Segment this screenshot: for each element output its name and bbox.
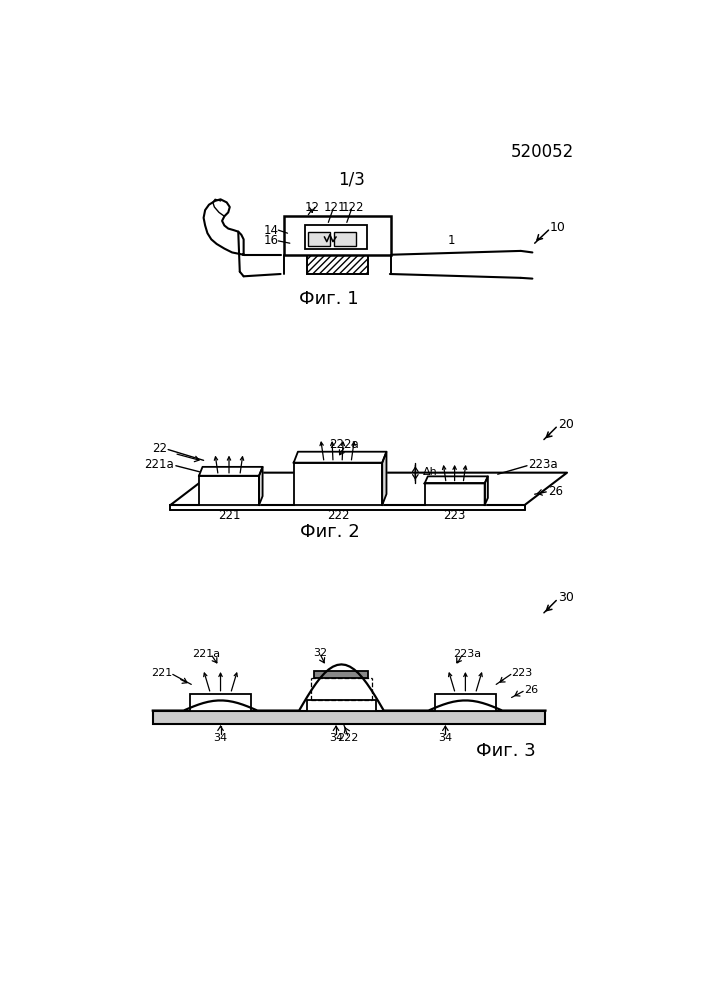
Text: 223a: 223a — [529, 458, 558, 471]
Bar — [434, 694, 496, 711]
Text: 26: 26 — [548, 485, 563, 498]
Bar — [190, 694, 252, 711]
Text: 16: 16 — [264, 234, 279, 247]
Polygon shape — [259, 467, 263, 505]
Text: 221a: 221a — [145, 458, 174, 471]
Bar — [307, 255, 368, 274]
Text: 223: 223 — [444, 509, 466, 522]
Text: 14: 14 — [264, 224, 279, 237]
Text: 32: 32 — [314, 648, 328, 658]
Text: Δh: Δh — [423, 467, 438, 477]
Text: 30: 30 — [557, 591, 574, 604]
Text: 520052: 520052 — [511, 143, 574, 161]
Text: 221: 221 — [150, 668, 172, 678]
Polygon shape — [425, 476, 488, 483]
Text: 1: 1 — [448, 234, 456, 247]
Text: 1/3: 1/3 — [338, 170, 365, 188]
Polygon shape — [382, 452, 387, 505]
Polygon shape — [171, 473, 567, 505]
Bar — [285, 216, 391, 255]
Bar — [314, 671, 368, 678]
Bar — [305, 225, 367, 249]
Text: 10: 10 — [550, 221, 566, 234]
Bar — [153, 711, 546, 724]
Text: 34: 34 — [329, 733, 343, 743]
Text: 222: 222 — [327, 509, 349, 522]
Text: 22: 22 — [152, 442, 167, 455]
Text: 12: 12 — [304, 201, 320, 214]
Polygon shape — [294, 452, 387, 463]
Polygon shape — [484, 476, 488, 505]
Bar — [335, 232, 356, 246]
Text: 34: 34 — [214, 733, 228, 743]
Text: 222a: 222a — [329, 438, 359, 451]
Text: 34: 34 — [438, 733, 453, 743]
Polygon shape — [199, 467, 263, 476]
Text: Фиг. 2: Фиг. 2 — [300, 523, 360, 541]
Text: Фиг. 3: Фиг. 3 — [475, 742, 535, 760]
Text: 221a: 221a — [193, 649, 221, 659]
Text: 26: 26 — [524, 685, 538, 695]
Bar — [309, 232, 330, 246]
Text: 222: 222 — [337, 733, 359, 743]
Text: Фиг. 1: Фиг. 1 — [299, 290, 359, 308]
Text: 223: 223 — [512, 668, 533, 678]
Text: 121: 121 — [323, 201, 346, 214]
Text: 221: 221 — [219, 509, 241, 522]
Polygon shape — [425, 483, 484, 505]
Bar — [307, 700, 376, 711]
Text: 20: 20 — [557, 418, 574, 431]
Text: 223a: 223a — [453, 649, 481, 659]
Polygon shape — [199, 476, 259, 505]
Text: 122: 122 — [342, 201, 364, 214]
Polygon shape — [294, 463, 382, 505]
